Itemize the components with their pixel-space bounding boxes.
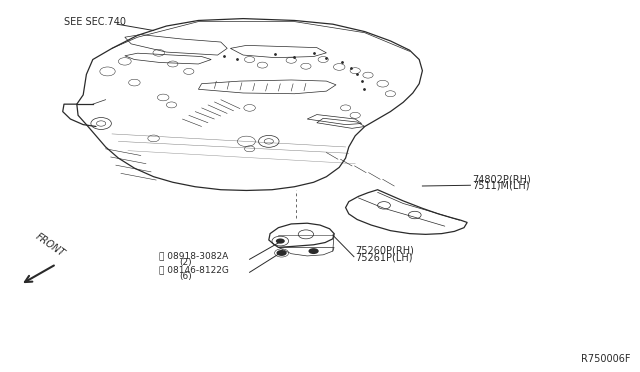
Text: Ⓝ 08918-3082A: Ⓝ 08918-3082A	[159, 251, 228, 260]
Text: Ⓑ 08146-8122G: Ⓑ 08146-8122G	[159, 265, 228, 274]
Text: SEE SEC.740: SEE SEC.740	[64, 17, 126, 27]
Text: (6): (6)	[179, 272, 192, 281]
Text: FRONT: FRONT	[33, 231, 67, 259]
Text: 74802P(RH): 74802P(RH)	[472, 174, 531, 184]
Circle shape	[276, 238, 285, 244]
Text: 7511)M(LH): 7511)M(LH)	[472, 180, 530, 190]
Text: 75260P(RH): 75260P(RH)	[355, 246, 414, 256]
Text: R750006F: R750006F	[581, 354, 630, 364]
Text: 75261P(LH): 75261P(LH)	[355, 252, 413, 262]
Circle shape	[308, 248, 319, 254]
Circle shape	[276, 250, 287, 256]
Text: (2): (2)	[179, 258, 192, 267]
